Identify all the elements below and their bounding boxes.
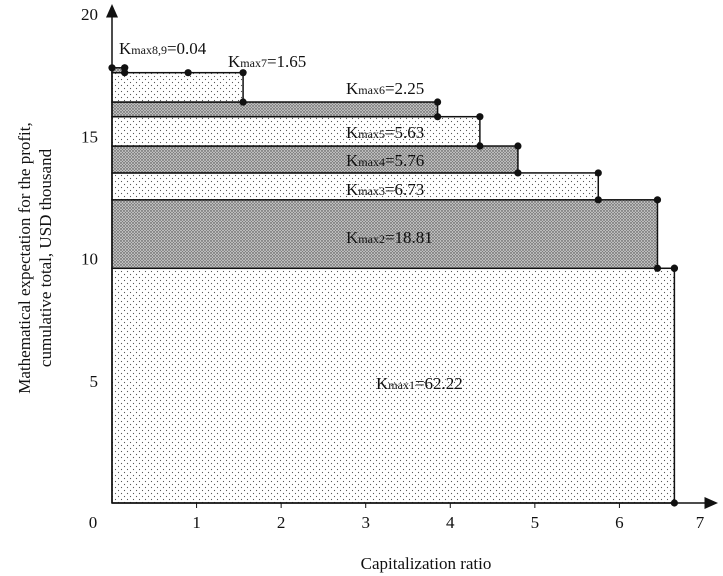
bar-label-max7: Kmax7=1.65 [228,52,306,71]
x-tick-label-4: 4 [446,513,455,532]
bar-label-max8,9: Kmax8,9=0.04 [119,39,207,58]
bar-label-max3: Kmax3=6.73 [346,180,424,199]
x-tick-label-7: 7 [696,513,705,532]
bar-label-max5: Kmax5=5.63 [346,123,424,142]
bar-max6 [112,102,438,117]
y-axis-title-line-2: cumulative total, USD thousand [36,148,55,367]
point-bottom-max3 [595,196,602,203]
y-axis-title: Mathematical expectation for the profit,… [15,122,55,393]
bar-label-max4: Kmax4=5.76 [346,151,424,170]
x-tick-label-5: 5 [531,513,540,532]
y-tick-label-20: 20 [81,5,98,24]
bar-max7 [112,73,243,102]
x-tick-label-6: 6 [615,513,624,532]
y-axis-title-line-1: Mathematical expectation for the profit, [15,122,34,393]
x-tick-label-3: 3 [361,513,370,532]
point-bottom-max2 [654,265,661,272]
point-top-max3 [595,169,602,176]
x-tick-label-0: 0 [89,513,98,532]
x-tick-label-2: 2 [277,513,286,532]
point-bottom-max6 [434,113,441,120]
x-axis-title: Capitalization ratio [361,554,492,573]
point-top-max2 [654,196,661,203]
point-extra-2 [185,69,192,76]
y-tick-label-10: 10 [81,250,98,269]
point-bottom-max4 [514,169,521,176]
y-tick-label-5: 5 [90,372,99,391]
bar-max5 [112,117,480,146]
point-top-max5 [476,113,483,120]
x-tick-label-1: 1 [192,513,201,532]
bar-label-max6: Kmax6=2.25 [346,79,424,98]
bar-max4 [112,146,518,173]
point-bottom-max7 [239,98,246,105]
point-extra-1 [121,64,128,71]
point-bottom-max5 [476,142,483,149]
point-top-max6 [434,98,441,105]
point-extra-4 [671,265,678,272]
point-top-max4 [514,142,521,149]
point-top-max7 [239,69,246,76]
y-tick-label-15: 15 [81,127,98,146]
